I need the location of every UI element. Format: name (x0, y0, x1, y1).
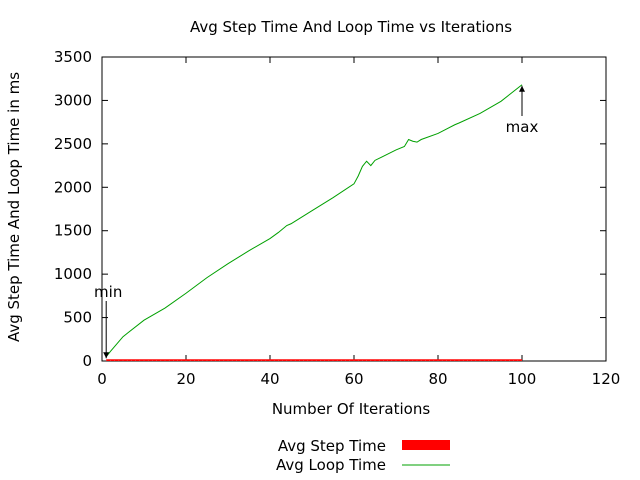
y-tick-label: 2000 (54, 178, 92, 196)
x-tick-label: 0 (97, 370, 107, 388)
x-axis-label: Number Of Iterations (272, 400, 431, 418)
min-annotation: min (94, 283, 122, 301)
step-time-bars (106, 359, 522, 361)
max-annotation: max (506, 118, 539, 136)
max-arrow-head (519, 85, 525, 92)
y-tick-label: 2500 (54, 135, 92, 153)
axis-ticks: 0 20 40 60 80 100 120 0 500 1000 1500 2000 2500 3000 3… (54, 48, 621, 388)
plot-frame (101, 56, 607, 362)
x-tick-label: 100 (508, 370, 537, 388)
annotations: min max (94, 85, 539, 359)
x-tick-label: 20 (176, 370, 195, 388)
y-tick-label: 3000 (54, 91, 92, 109)
y-axis-label: Avg Step Time And Loop Time in ms (5, 72, 23, 342)
legend-label-step: Avg Step Time (278, 437, 386, 455)
legend-label-loop: Avg Loop Time (276, 456, 386, 474)
x-tick-label: 40 (260, 370, 279, 388)
legend-swatch-step (402, 440, 450, 450)
y-tick-label: 3500 (54, 48, 92, 66)
y-tick-label: 1000 (54, 265, 92, 283)
min-arrow-head (103, 352, 110, 359)
y-tick-label: 0 (82, 352, 92, 370)
series-layer (105, 84, 523, 361)
y-tick-label: 1500 (54, 222, 92, 240)
x-tick-label: 60 (344, 370, 363, 388)
y-tick-label: 500 (63, 309, 92, 327)
chart-title: Avg Step Time And Loop Time vs Iteration… (190, 18, 512, 36)
x-tick-label: 120 (592, 370, 621, 388)
x-tick-label: 80 (428, 370, 447, 388)
loop-time-line (105, 84, 523, 357)
